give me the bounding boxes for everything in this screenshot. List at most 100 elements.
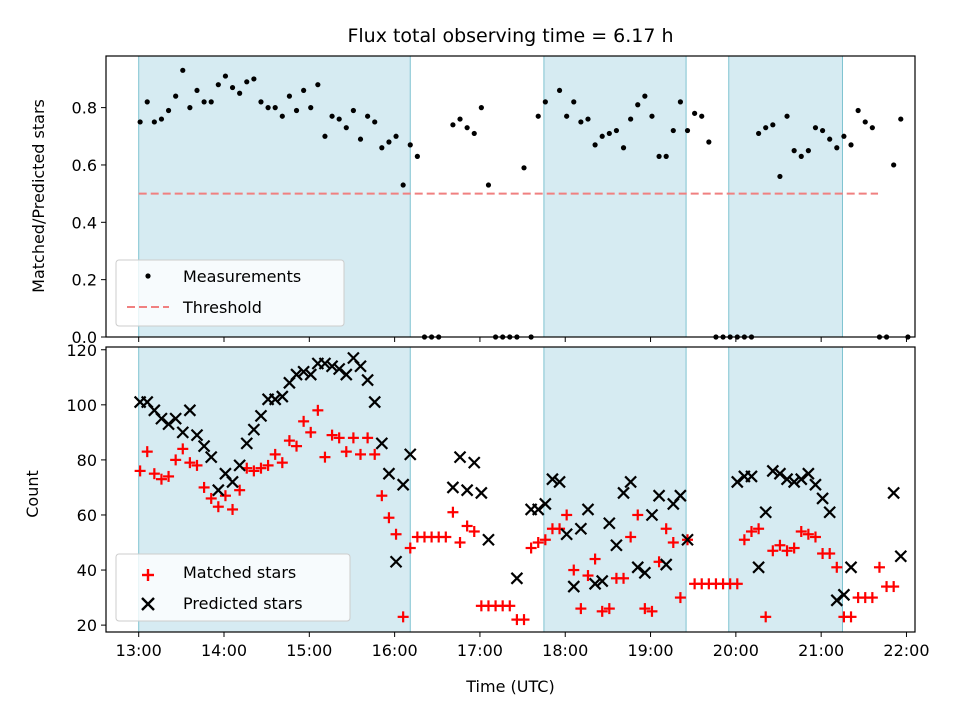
bottom-shaded-region bbox=[543, 346, 687, 633]
measurement-point bbox=[564, 113, 570, 119]
measurement-point bbox=[542, 99, 548, 105]
predicted-star-point bbox=[567, 580, 581, 593]
predicted-star-point bbox=[652, 489, 666, 502]
measurement-point bbox=[706, 139, 712, 145]
matched-star-point bbox=[198, 481, 210, 493]
measurement-point bbox=[784, 113, 790, 119]
predicted-star-point bbox=[638, 566, 652, 580]
predicted-star-point bbox=[176, 426, 190, 439]
matched-star-point bbox=[845, 611, 857, 623]
matched-star-point bbox=[383, 512, 395, 524]
predicted-star-point bbox=[197, 439, 211, 453]
predicted-star-point bbox=[204, 450, 218, 464]
measurement-point bbox=[379, 145, 385, 151]
measurement-point bbox=[855, 107, 861, 114]
measurement-point bbox=[194, 87, 200, 94]
measurement-point bbox=[834, 145, 840, 151]
measurement-point bbox=[265, 105, 271, 111]
measurement-point bbox=[656, 153, 662, 159]
matched-star-point bbox=[667, 537, 679, 549]
bottom-y-tick-label: 60 bbox=[77, 506, 97, 525]
matched-star-point bbox=[404, 542, 416, 554]
measurement-point bbox=[222, 73, 229, 79]
predicted-star-point bbox=[823, 505, 836, 519]
measurement-point bbox=[699, 113, 705, 119]
predicted-star-point bbox=[396, 478, 410, 491]
predicted-star-point bbox=[581, 503, 595, 516]
top-chart-title: Flux total observing time = 6.17 h bbox=[347, 25, 673, 47]
predicted-star-point bbox=[624, 475, 637, 489]
predicted-star-point bbox=[368, 395, 381, 409]
matched-star-point bbox=[596, 605, 608, 617]
predicted-star-point bbox=[645, 508, 659, 522]
predicted-star-point bbox=[403, 448, 417, 461]
predicted-star-point bbox=[603, 516, 616, 530]
measurement-point bbox=[137, 119, 143, 125]
top-y-tick-label: 0.6 bbox=[72, 156, 97, 175]
top-plot: 0.00.20.40.60.8 Matched/Predicted stars … bbox=[29, 55, 916, 347]
predicted-star-point bbox=[837, 588, 851, 602]
matched-star-point bbox=[518, 614, 530, 626]
matched-star-point bbox=[795, 525, 807, 537]
matched-star-point bbox=[163, 470, 175, 482]
measurement-point bbox=[414, 153, 420, 159]
matched-star-point bbox=[731, 578, 743, 590]
matched-star-point bbox=[134, 465, 146, 477]
predicted-star-point bbox=[247, 423, 261, 436]
predicted-star-point bbox=[240, 437, 254, 450]
predicted-star-point bbox=[297, 365, 310, 379]
measurement-point bbox=[173, 93, 179, 99]
measurement-point bbox=[329, 113, 335, 119]
measurement-point bbox=[763, 125, 769, 131]
bottom-x-tick-label: 15:00 bbox=[286, 641, 332, 660]
predicted-star-point bbox=[162, 417, 175, 431]
predicted-star-point bbox=[510, 572, 524, 585]
matched-star-points bbox=[134, 404, 900, 626]
measurement-point bbox=[229, 84, 236, 91]
matched-star-point bbox=[618, 572, 630, 584]
measurement-point bbox=[756, 130, 762, 137]
measurement-point bbox=[336, 116, 342, 122]
top-y-tick-label: 0.2 bbox=[72, 271, 97, 290]
matched-star-point bbox=[866, 592, 878, 604]
predicted-star-point bbox=[190, 428, 204, 442]
matched-star-point bbox=[554, 523, 566, 535]
measurement-point bbox=[237, 90, 243, 96]
predicted-star-point bbox=[361, 373, 374, 387]
matched-star-point bbox=[219, 490, 231, 502]
predicted-star-point bbox=[595, 574, 609, 588]
top-y-tick-label: 0.4 bbox=[72, 213, 97, 232]
predicted-star-point bbox=[659, 558, 673, 571]
bottom-axes-frame bbox=[105, 346, 916, 633]
matched-star-point bbox=[646, 605, 658, 617]
top-legend: Measurements Threshold bbox=[115, 259, 345, 327]
matched-star-point bbox=[141, 446, 153, 458]
predicted-star-point bbox=[340, 368, 353, 381]
measurement-point bbox=[343, 125, 349, 131]
matched-star-point bbox=[376, 490, 388, 502]
predicted-star-point bbox=[830, 594, 844, 607]
measurement-point bbox=[692, 110, 698, 116]
predicted-star-point bbox=[752, 561, 765, 574]
predicted-star-point bbox=[226, 475, 239, 489]
measurement-point bbox=[777, 173, 783, 180]
bottom-legend: Matched stars Predicted stars bbox=[115, 553, 351, 622]
measurement-point bbox=[478, 105, 484, 111]
predicted-star-point bbox=[539, 497, 552, 511]
measurement-point bbox=[407, 142, 413, 148]
predicted-star-point bbox=[773, 467, 787, 480]
matched-star-point bbox=[539, 534, 551, 546]
matched-star-point bbox=[326, 429, 338, 441]
measurement-point bbox=[158, 116, 165, 122]
measurement-point bbox=[322, 133, 328, 139]
measurement-point bbox=[471, 130, 477, 137]
measurement-point bbox=[628, 116, 634, 122]
matched-star-point bbox=[561, 509, 573, 521]
bottom-x-tick-label: 17:00 bbox=[457, 641, 503, 660]
matched-star-point bbox=[291, 440, 303, 452]
bottom-axis-ticks: 13:00 14:00 15:00 16:00 17:00 18:00 19:00 20:00… bbox=[66, 341, 929, 660]
matched-star-point bbox=[447, 506, 459, 518]
measurement-point bbox=[251, 76, 257, 82]
measurement-point bbox=[770, 122, 776, 128]
